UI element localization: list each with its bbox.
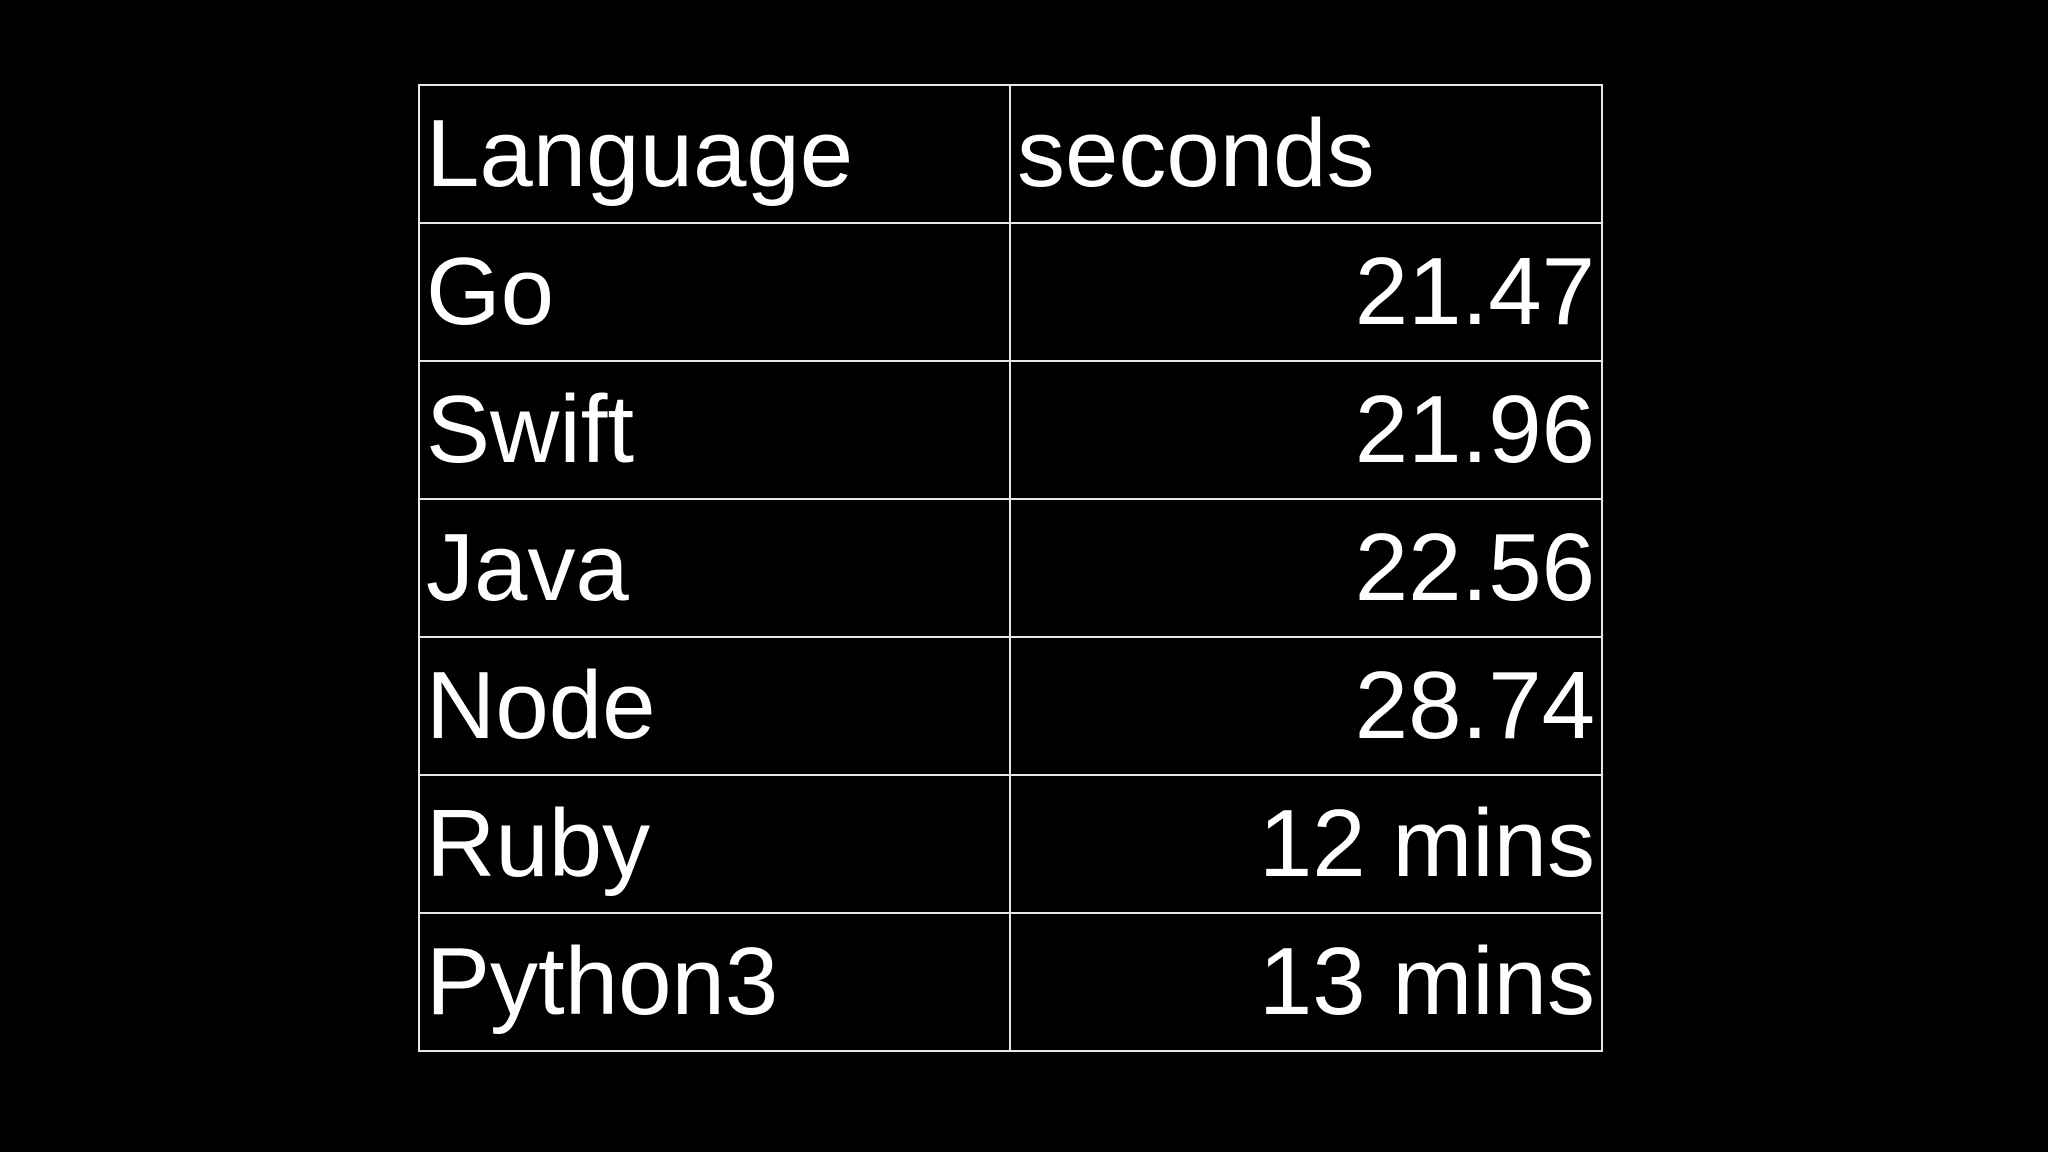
- language-cell: Java: [418, 498, 1011, 638]
- time-cell: 13 mins: [1009, 912, 1603, 1052]
- table-row: Java 22.56: [418, 498, 1603, 638]
- results-table: Language seconds Go 21.47 Swift 21.96 Java 22.5…: [418, 84, 1603, 1052]
- time-cell: 21.96: [1009, 360, 1603, 500]
- table-row: Python3 13 mins: [418, 912, 1603, 1052]
- table-row: Swift 21.96: [418, 360, 1603, 500]
- table-row: Ruby 12 mins: [418, 774, 1603, 914]
- language-cell: Swift: [418, 360, 1011, 500]
- language-cell: Go: [418, 222, 1011, 362]
- time-cell: 22.56: [1009, 498, 1603, 638]
- table-body: Language seconds Go 21.47 Swift 21.96 Java 22.5…: [418, 84, 1603, 1052]
- time-cell: 28.74: [1009, 636, 1603, 776]
- language-cell: Python3: [418, 912, 1011, 1052]
- header-cell: seconds: [1009, 84, 1603, 224]
- table-row: Go 21.47: [418, 222, 1603, 362]
- table-row: Node 28.74: [418, 636, 1603, 776]
- language-cell: Ruby: [418, 774, 1011, 914]
- language-cell: Node: [418, 636, 1011, 776]
- header-cell: Language: [418, 84, 1011, 224]
- header-row: Language seconds: [418, 84, 1603, 224]
- time-cell: 21.47: [1009, 222, 1603, 362]
- time-cell: 12 mins: [1009, 774, 1603, 914]
